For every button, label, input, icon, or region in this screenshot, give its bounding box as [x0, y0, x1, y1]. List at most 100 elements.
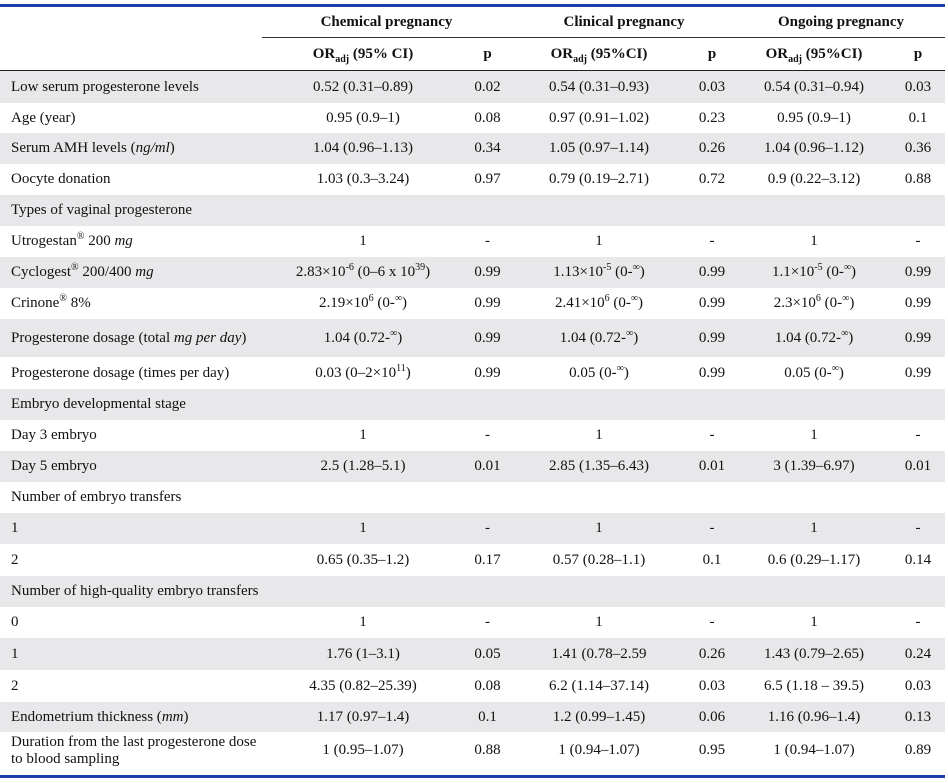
or-clinical: 2.85 (1.35–6.43) — [511, 451, 687, 482]
table-row: Progesterone dosage (total mg per day) 1… — [0, 319, 946, 357]
p-clinical: 0.06 — [687, 702, 738, 732]
header-or-chemical: ORadj (95% CI) — [262, 37, 464, 71]
or-chemical: 1.76 (1–3.1) — [262, 638, 464, 670]
header-corner — [0, 7, 262, 38]
or-clinical: 0.05 (0-∞) — [569, 362, 629, 381]
or-clinical: 1 — [511, 513, 687, 544]
or-ongoing: 6.5 (1.18 – 39.5) — [764, 677, 865, 694]
header-or-ongoing: ORadj (95%CI) — [737, 37, 892, 71]
p-ongoing: - — [915, 614, 921, 630]
row-label: Duration from the last progesterone dose… — [11, 733, 257, 767]
row-label: 1 — [0, 638, 262, 670]
p-clinical: 0.03 — [698, 677, 726, 694]
table-row: 0 1 - 1 - 1 - — [0, 607, 945, 638]
p-ongoing: 0.99 — [891, 319, 946, 357]
or-clinical: 0.57 (0.28–1.1) — [552, 551, 646, 568]
p-ongoing: 0.03 — [891, 70, 946, 103]
or-ongoing: 0.05 (0-∞) — [784, 362, 844, 381]
or-clinical: 1.04 (0.72-∞) — [511, 319, 687, 357]
p-clinical: 0.99 — [698, 364, 726, 381]
table-row: Utrogestan® 200 mg 1 - 1 - 1 - — [0, 226, 945, 257]
p-chemical: 0.08 — [474, 109, 501, 126]
p-clinical: 0.95 — [698, 742, 726, 758]
row-label: 2 — [11, 677, 19, 694]
p-clinical: 0.23 — [698, 109, 726, 126]
or-ongoing: 1 — [810, 614, 818, 630]
or-chemical: 0.03 (0–2×1011) — [315, 362, 411, 381]
p-chemical: 0.1 — [464, 702, 511, 732]
section-label: Types of vaginal progesterone — [0, 195, 946, 226]
or-ongoing: 3 (1.39–6.97) — [737, 451, 892, 482]
p-ongoing: 0.99 — [891, 257, 946, 288]
or-clinical: 0.79 (0.19–2.71) — [549, 171, 649, 187]
or-clinical: 1.2 (0.99–1.45) — [511, 702, 687, 732]
section-label: Number of high-quality embryo transfers — [0, 576, 946, 607]
table-row: 2 4.35 (0.82–25.39) 0.08 6.2 (1.14–37.14… — [0, 670, 945, 702]
or-ongoing: 1.16 (0.96–1.4) — [737, 702, 892, 732]
header-or-clinical: ORadj (95%CI) — [511, 37, 687, 71]
p-chemical: 0.97 — [474, 171, 501, 187]
or-chemical: 1 — [262, 513, 464, 544]
or-clinical: 1 — [595, 427, 603, 443]
row-label: Day 3 embryo — [11, 427, 97, 443]
or-ongoing: 0.95 (0.9–1) — [777, 109, 851, 126]
or-ongoing: 0.9 (0.22–3.12) — [767, 171, 861, 187]
p-ongoing: 0.13 — [891, 702, 946, 732]
table-row: 2 0.65 (0.35–1.2) 0.17 0.57 (0.28–1.1) 0… — [0, 544, 945, 576]
p-chemical: - — [485, 233, 490, 249]
p-chemical: 0.01 — [464, 451, 511, 482]
table-row: Progesterone dosage (times per day) 0.03… — [0, 357, 945, 389]
or-clinical: 1 — [595, 233, 603, 249]
or-chemical: 0.95 (0.9–1) — [326, 109, 400, 126]
p-chemical: 0.02 — [464, 70, 511, 103]
p-clinical: 0.1 — [702, 551, 722, 568]
or-chemical: 1.03 (0.3–3.24) — [316, 171, 410, 187]
table-row: Age (year) 0.95 (0.9–1) 0.08 0.97 (0.91–… — [0, 103, 945, 133]
section-row: Embryo developmental stage — [0, 389, 946, 420]
p-ongoing: 0.01 — [891, 451, 946, 482]
table-row: Oocyte donation 1.03 (0.3–3.24) 0.97 0.7… — [0, 164, 945, 195]
p-clinical: - — [709, 614, 715, 630]
header-row-columns: ORadj (95% CI) p ORadj (95%CI) p ORadj (… — [0, 37, 946, 71]
or-clinical: 1.41 (0.78–2.59 — [511, 638, 687, 670]
or-chemical: 1 — [359, 233, 367, 249]
p-chemical: 0.99 — [464, 257, 511, 288]
or-ongoing: 1 — [810, 427, 818, 443]
row-label: Oocyte donation — [11, 171, 111, 187]
p-chemical: - — [464, 513, 511, 544]
adjusted-odds-ratio-table: Chemical pregnancy Clinical pregnancy On… — [0, 7, 946, 769]
table-row: Day 3 embryo 1 - 1 - 1 - — [0, 420, 945, 451]
p-ongoing: - — [891, 513, 946, 544]
or-chemical: 4.35 (0.82–25.39) — [309, 677, 417, 694]
row-label: Cyclogest® 200/400 mg — [0, 257, 262, 288]
p-chemical: 0.99 — [464, 319, 511, 357]
or-ongoing: 1.43 (0.79–2.65) — [737, 638, 892, 670]
table-row: Day 5 embryo 2.5 (1.28–5.1) 0.01 2.85 (1… — [0, 451, 946, 482]
or-chemical: 0.52 (0.31–0.89) — [262, 70, 464, 103]
or-chemical: 1 — [359, 427, 367, 443]
p-chemical: 0.17 — [474, 551, 501, 568]
header-ongoing-pregnancy: Ongoing pregnancy — [778, 13, 905, 30]
row-label: Day 5 embryo — [0, 451, 262, 482]
or-chemical: 1.04 (0.96–1.13) — [262, 133, 464, 164]
row-label: Low serum progesterone levels — [0, 70, 262, 103]
p-chemical: 0.05 — [464, 638, 511, 670]
or-ongoing: 1.04 (0.96–1.12) — [737, 133, 892, 164]
table-row: Endometrium thickness (mm) 1.17 (0.97–1.… — [0, 702, 946, 732]
p-ongoing: 0.1 — [908, 109, 928, 126]
or-chemical: 2.5 (1.28–5.1) — [262, 451, 464, 482]
or-chemical: 1 (0.95–1.07) — [322, 742, 404, 758]
or-ongoing: 1 — [737, 513, 892, 544]
section-row: Number of high-quality embryo transfers — [0, 576, 946, 607]
p-clinical: 0.99 — [687, 319, 738, 357]
header-p-chemical: p — [464, 37, 511, 71]
p-clinical: - — [709, 233, 715, 249]
p-ongoing: 0.14 — [904, 551, 932, 568]
or-clinical: 2.41×106 (0-∞) — [554, 293, 644, 312]
p-chemical: 0.99 — [474, 295, 501, 311]
row-label: Utrogestan® 200 mg — [11, 231, 133, 250]
section-label: Embryo developmental stage — [0, 389, 946, 420]
header-clinical-pregnancy: Clinical pregnancy — [563, 13, 685, 30]
p-clinical: - — [709, 427, 715, 443]
section-row: Number of embryo transfers — [0, 482, 945, 513]
